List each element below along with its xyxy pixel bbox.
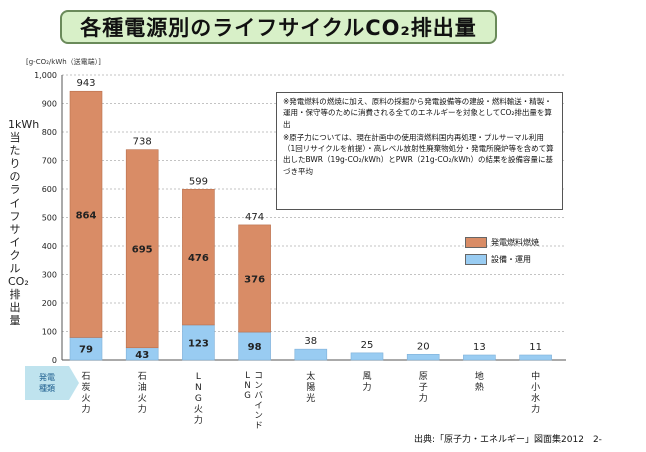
y-tick-label: 200 [42,299,57,308]
x-tick-label: 熱 [475,381,484,393]
data-label-equipment: 79 [79,345,93,356]
bar-equipment [350,352,384,361]
data-label-total: 25 [361,340,374,351]
legend-item-equipment: 設備・運用 [465,252,555,266]
note-box: ※発電燃料の燃焼に加え、原料の採掘から発電設備等の建設・燃料輸送・精製・運用・保… [276,92,563,210]
data-label-fuel: 476 [188,253,209,264]
x-tick-label: 光 [306,392,315,404]
x-tick-label: G [195,394,202,404]
bar-equipment [519,354,552,361]
x-tick-label: 力 [81,403,90,415]
legend-label-equipment: 設備・運用 [491,254,531,264]
y-tick-label: 300 [42,271,57,280]
data-label-total: 474 [245,212,264,223]
data-label-total: 38 [304,336,317,347]
y-tick-label: 100 [42,328,57,337]
bar-equipment [406,353,440,361]
x-tick-label: G [244,391,251,401]
y-tick-label: 700 [42,157,57,166]
legend-swatch-fuel [465,236,487,248]
x-tick-label: 水 [531,392,540,404]
data-label-total: 599 [189,176,208,187]
bar-fuel [69,90,103,338]
x-tick-label: コ [254,371,263,381]
x-tick-label: バ [254,391,263,401]
data-label-equipment: 98 [248,342,262,353]
x-tick-label: 力 [531,403,540,415]
data-label-total: 20 [417,341,430,352]
legend-label-fuel: 発電燃料燃焼 [491,237,539,247]
x-tick-label: ン [254,411,263,421]
data-label-fuel: 695 [132,245,153,256]
data-label-total: 13 [473,342,486,353]
x-tick-label: L [196,372,201,382]
y-tick-label: 900 [42,100,57,109]
x-tick-label: 陽 [306,382,315,393]
y-tick-label: 400 [42,242,57,251]
x-tick-label: 火 [138,393,147,404]
source-note: 出典:「原子力・エネルギー」図面集2012 2- [414,435,602,445]
y-tick-label: 1,000 [34,71,57,80]
generation-type-label-line-1: 発電 [39,373,55,382]
arrow-right-icon [69,366,79,400]
x-tick-label: 火 [194,404,203,415]
y-tick-label: 600 [42,185,57,194]
generation-type-label: 発電 種類 [25,366,79,400]
x-tick-label: 小 [531,382,540,393]
x-tick-label: 中 [531,370,540,382]
bar-fuel [238,224,271,333]
legend-item-fuel: 発電燃料燃焼 [465,235,555,249]
y-tick-label: 0 [52,356,57,365]
x-tick-label: 炭 [81,382,90,393]
bar-equipment [238,331,271,361]
data-label-total: 11 [529,342,542,353]
x-tick-label: 子 [419,382,428,393]
x-tick-label: 石 [81,372,90,382]
x-tick-label: 力 [194,414,203,426]
data-label-total: 943 [76,78,95,89]
x-tick-label: L [245,371,250,381]
x-tick-label: 石 [138,372,147,382]
y-tick-label: 500 [42,214,57,223]
chart-title: 各種電源別のライフサイクルCO₂排出量 [80,16,477,40]
bar-equipment [182,324,215,361]
x-tick-label: 力 [419,392,428,404]
generation-type-label-line-2: 種類 [39,384,55,393]
x-tick-label: ド [254,421,263,431]
bar-fuel [182,188,215,326]
x-tick-label: ン [254,381,263,391]
x-tick-label: 力 [138,403,147,415]
note-1: ※発電燃料の燃焼に加え、原料の採掘から発電設備等の建設・燃料輸送・精製・運用・保… [283,97,552,129]
data-label-fuel: 864 [76,210,97,221]
x-tick-label: 風 [362,371,371,382]
x-tick-label: N [195,383,202,393]
data-label-equipment: 123 [188,338,209,349]
x-tick-label: イ [254,401,263,411]
note-2: ※原子力については、現在計画中の使用済燃料国内再処理・プルサーマル利用（1回リサ… [283,132,554,176]
x-tick-label: N [244,381,250,391]
legend-swatch-equipment [465,253,487,265]
bar-fuel [125,149,159,349]
data-label-total: 738 [133,137,152,148]
x-tick-label: 原 [419,371,428,382]
x-tick-label: 地 [475,370,484,382]
unit-note: [g-CO₂/kWh（送電端）] [26,58,101,66]
bar-equipment [294,348,328,361]
y-tick-label: 800 [42,128,57,137]
data-label-equipment: 43 [135,350,149,361]
x-tick-label: 油 [138,381,147,393]
x-tick-label: 力 [362,381,371,393]
x-tick-label: 太 [306,370,315,382]
bar-equipment [463,354,496,361]
chart-title-box: 各種電源別のライフサイクルCO₂排出量 [60,10,497,44]
data-label-fuel: 376 [244,274,265,285]
x-tick-label: 火 [81,393,90,404]
